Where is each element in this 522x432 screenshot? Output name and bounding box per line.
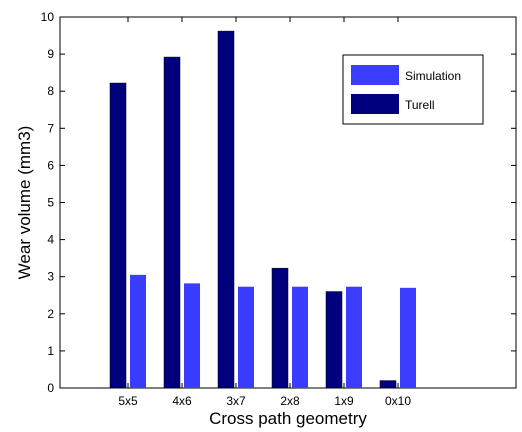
legend-label-turell: Turell xyxy=(405,98,435,112)
x-tick-label: 5x5 xyxy=(118,394,138,408)
y-tick-label: 6 xyxy=(47,158,54,172)
bar-turell-1x9 xyxy=(325,291,343,389)
y-tick-label: 7 xyxy=(47,121,54,135)
bar-turell-2x8 xyxy=(271,267,289,389)
bar-simulation-1x9 xyxy=(346,286,362,388)
bar-simulation-0x10 xyxy=(400,287,416,388)
legend: Simulation Turell xyxy=(342,54,484,125)
x-tick-label: 2x8 xyxy=(280,394,300,408)
y-tick-label: 1 xyxy=(47,344,54,358)
y-tick-label: 4 xyxy=(47,233,54,247)
ticks-layer: 0 1 2 3 4 5 6 7 8 9 10 5x5 4x6 3x7 2x8 1x9 0x10 xyxy=(41,10,516,408)
legend-swatch-simulation xyxy=(351,65,399,85)
bars-layer xyxy=(109,30,416,389)
legend-label-simulation: Simulation xyxy=(405,69,461,83)
y-axis-title: Wear volume (mm3) xyxy=(15,126,34,280)
legend-swatch-turell xyxy=(351,94,399,114)
x-axis-title: Cross path geometry xyxy=(209,409,367,428)
y-tick-label: 3 xyxy=(47,270,54,284)
bar-simulation-4x6 xyxy=(184,283,200,388)
bar-simulation-5x5 xyxy=(130,274,146,388)
y-tick-label: 5 xyxy=(47,196,54,210)
bar-turell-0x10 xyxy=(379,380,397,389)
x-tick-label: 4x6 xyxy=(172,394,192,408)
bar-turell-4x6 xyxy=(163,56,181,389)
y-tick-label: 0 xyxy=(47,381,54,395)
y-tick-label: 8 xyxy=(47,84,54,98)
bar-turell-5x5 xyxy=(109,82,127,389)
x-tick-label: 0x10 xyxy=(385,394,411,408)
bar-simulation-2x8 xyxy=(292,286,308,388)
y-tick-label: 10 xyxy=(41,10,55,24)
x-tick-label: 3x7 xyxy=(226,394,246,408)
y-tick-label: 9 xyxy=(47,47,54,61)
bar-turell-3x7 xyxy=(217,30,235,389)
x-tick-label: 1x9 xyxy=(334,394,354,408)
bar-simulation-3x7 xyxy=(238,286,254,388)
y-tick-label: 2 xyxy=(47,307,54,321)
